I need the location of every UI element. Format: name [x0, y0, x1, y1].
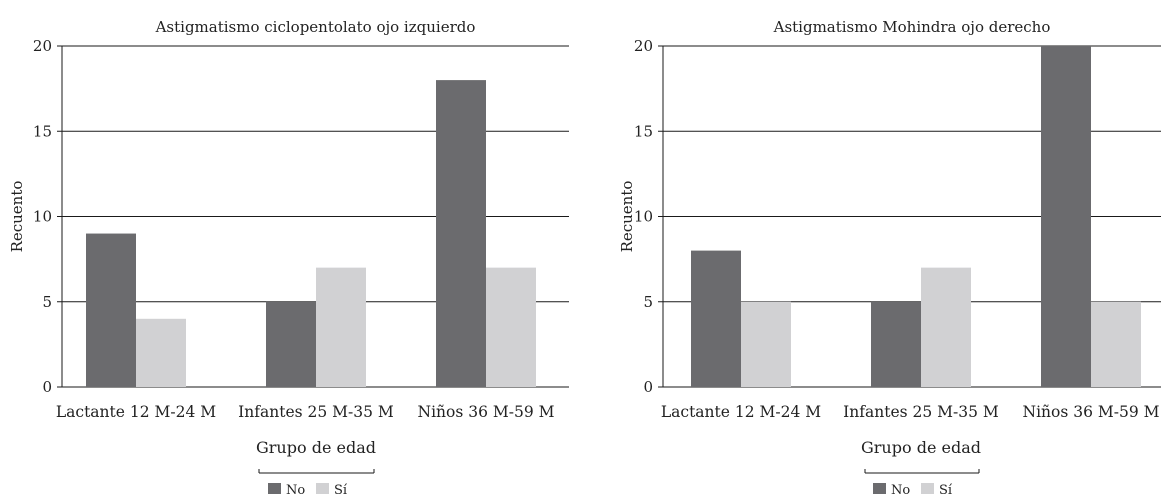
bar-no-2 — [266, 301, 316, 387]
legend-label-si: Sí — [334, 483, 348, 497]
y-axis-label: Recuento — [618, 181, 636, 253]
bar-si-1 — [136, 318, 186, 387]
y-tick-label: 0 — [42, 378, 52, 396]
y-axis-label: Recuento — [8, 181, 26, 253]
chart-2: Astigmatismo Mohindra ojo derecho 0 5 10 15 2… — [618, 18, 1161, 497]
bar-si-1 — [741, 301, 791, 387]
y-tick-label: 10 — [33, 208, 52, 226]
legend-swatch-no — [268, 483, 281, 494]
legend-swatch-no — [873, 483, 886, 494]
y-tick-label: 15 — [634, 122, 653, 140]
bar-si-3 — [1091, 301, 1141, 387]
y-tick-label: 20 — [634, 37, 653, 55]
bar-si-2 — [316, 267, 366, 387]
bar-si-3 — [486, 267, 536, 387]
x-tick-label: Lactante 12 M-24 M — [56, 403, 216, 421]
x-axis-label: Grupo de edad — [256, 438, 376, 457]
x-tick-label: Lactante 12 M-24 M — [661, 403, 821, 421]
legend-label-si: Sí — [939, 483, 953, 497]
bar-no-1 — [86, 233, 136, 387]
bar-no-3 — [436, 80, 486, 387]
y-tick-label: 5 — [643, 293, 653, 311]
legend-swatch-si — [316, 483, 329, 494]
bar-no-3 — [1041, 46, 1091, 387]
chart-1: Astigmatismo ciclopentolato ojo izquierd… — [8, 18, 569, 497]
y-tick-label: 20 — [33, 37, 52, 55]
x-tick-label: Infantes 25 M-35 M — [238, 403, 394, 421]
bar-no-2 — [871, 301, 921, 387]
x-axis-label: Grupo de edad — [861, 438, 981, 457]
legend-swatch-si — [921, 483, 934, 494]
legend-label-no: No — [891, 483, 910, 497]
x-tick-label: Niños 36 M-59 M — [418, 403, 555, 421]
y-tick-label: 0 — [643, 378, 653, 396]
y-tick-label: 5 — [42, 293, 52, 311]
y-tick-label: 15 — [33, 122, 52, 140]
x-tick-label: Niños 36 M-59 M — [1023, 403, 1160, 421]
chart-title: Astigmatismo Mohindra ojo derecho — [773, 18, 1051, 36]
y-tick-label: 10 — [634, 208, 653, 226]
chart-title: Astigmatismo ciclopentolato ojo izquierd… — [155, 18, 476, 36]
legend-label-no: No — [286, 483, 305, 497]
bar-no-1 — [691, 250, 741, 387]
x-tick-label: Infantes 25 M-35 M — [843, 403, 999, 421]
bar-si-2 — [921, 267, 971, 387]
